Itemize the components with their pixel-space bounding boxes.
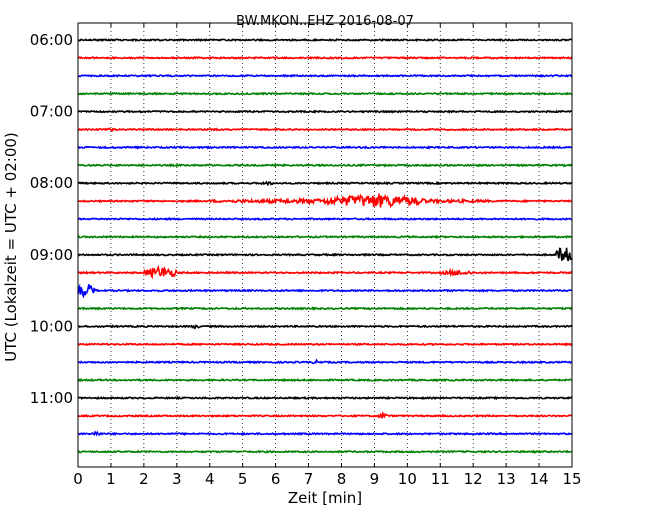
trace-0630 (77, 73, 573, 78)
trace-0645 (77, 91, 573, 96)
trace-0900 (77, 247, 573, 262)
trace-0830 (77, 216, 573, 222)
x-tick-label: 1 (106, 470, 116, 488)
y-tick-label: 07:00 (30, 103, 73, 121)
trace-0815 (77, 192, 573, 209)
x-tick-label: 13 (497, 470, 516, 488)
y-axis-label: UTC (Lokalzeit = UTC + 02:00) (2, 132, 20, 362)
trace-1130 (77, 430, 573, 437)
axis-ticks: 0 1 2 3 4 5 6 7 8 9 10 11 12 13 14 1506:0007:0008:0009:… (30, 23, 582, 488)
trace-0945 (77, 306, 573, 311)
trace-1115 (77, 410, 573, 419)
y-tick-label: 09:00 (30, 246, 73, 264)
x-tick-label: 9 (370, 470, 380, 488)
trace-0615 (77, 55, 573, 61)
x-tick-label: 3 (172, 470, 182, 488)
x-axis-label: Zeit [min] (288, 489, 362, 507)
x-tick-label: 2 (139, 470, 149, 488)
x-tick-label: 0 (73, 470, 83, 488)
x-tick-label: 10 (398, 470, 417, 488)
trace-1000 (77, 324, 573, 330)
y-tick-label: 06:00 (30, 31, 73, 49)
trace-0600 (77, 37, 573, 43)
trace-0745 (77, 163, 573, 168)
trace-1100 (77, 395, 573, 401)
x-tick-label: 14 (530, 470, 549, 488)
x-tick-label: 11 (431, 470, 450, 488)
x-tick-label: 12 (464, 470, 483, 488)
seismogram-traces (77, 37, 573, 454)
trace-1145 (77, 449, 572, 454)
trace-1045 (77, 377, 573, 383)
chart-title: BW.MKON..EHZ 2016-08-07 (236, 14, 414, 29)
trace-0845 (77, 234, 573, 240)
y-tick-label: 11:00 (30, 389, 73, 407)
trace-0715 (77, 127, 573, 133)
plot-frame (77, 22, 573, 468)
trace-1030 (77, 358, 573, 365)
x-tick-label: 6 (271, 470, 281, 488)
trace-0700 (77, 109, 573, 114)
vertical-grid (110, 23, 540, 467)
x-tick-label: 15 (562, 470, 581, 488)
trace-0800 (77, 180, 573, 187)
x-tick-label: 4 (205, 470, 215, 488)
trace-0930 (77, 283, 573, 299)
y-tick-label: 10:00 (30, 317, 73, 335)
trace-1015 (77, 342, 573, 347)
trace-0730 (77, 145, 573, 150)
x-tick-label: 8 (337, 470, 347, 488)
x-tick-label: 7 (304, 470, 314, 488)
x-tick-label: 5 (238, 470, 248, 488)
trace-0915 (77, 264, 573, 280)
y-tick-label: 08:00 (30, 174, 73, 192)
